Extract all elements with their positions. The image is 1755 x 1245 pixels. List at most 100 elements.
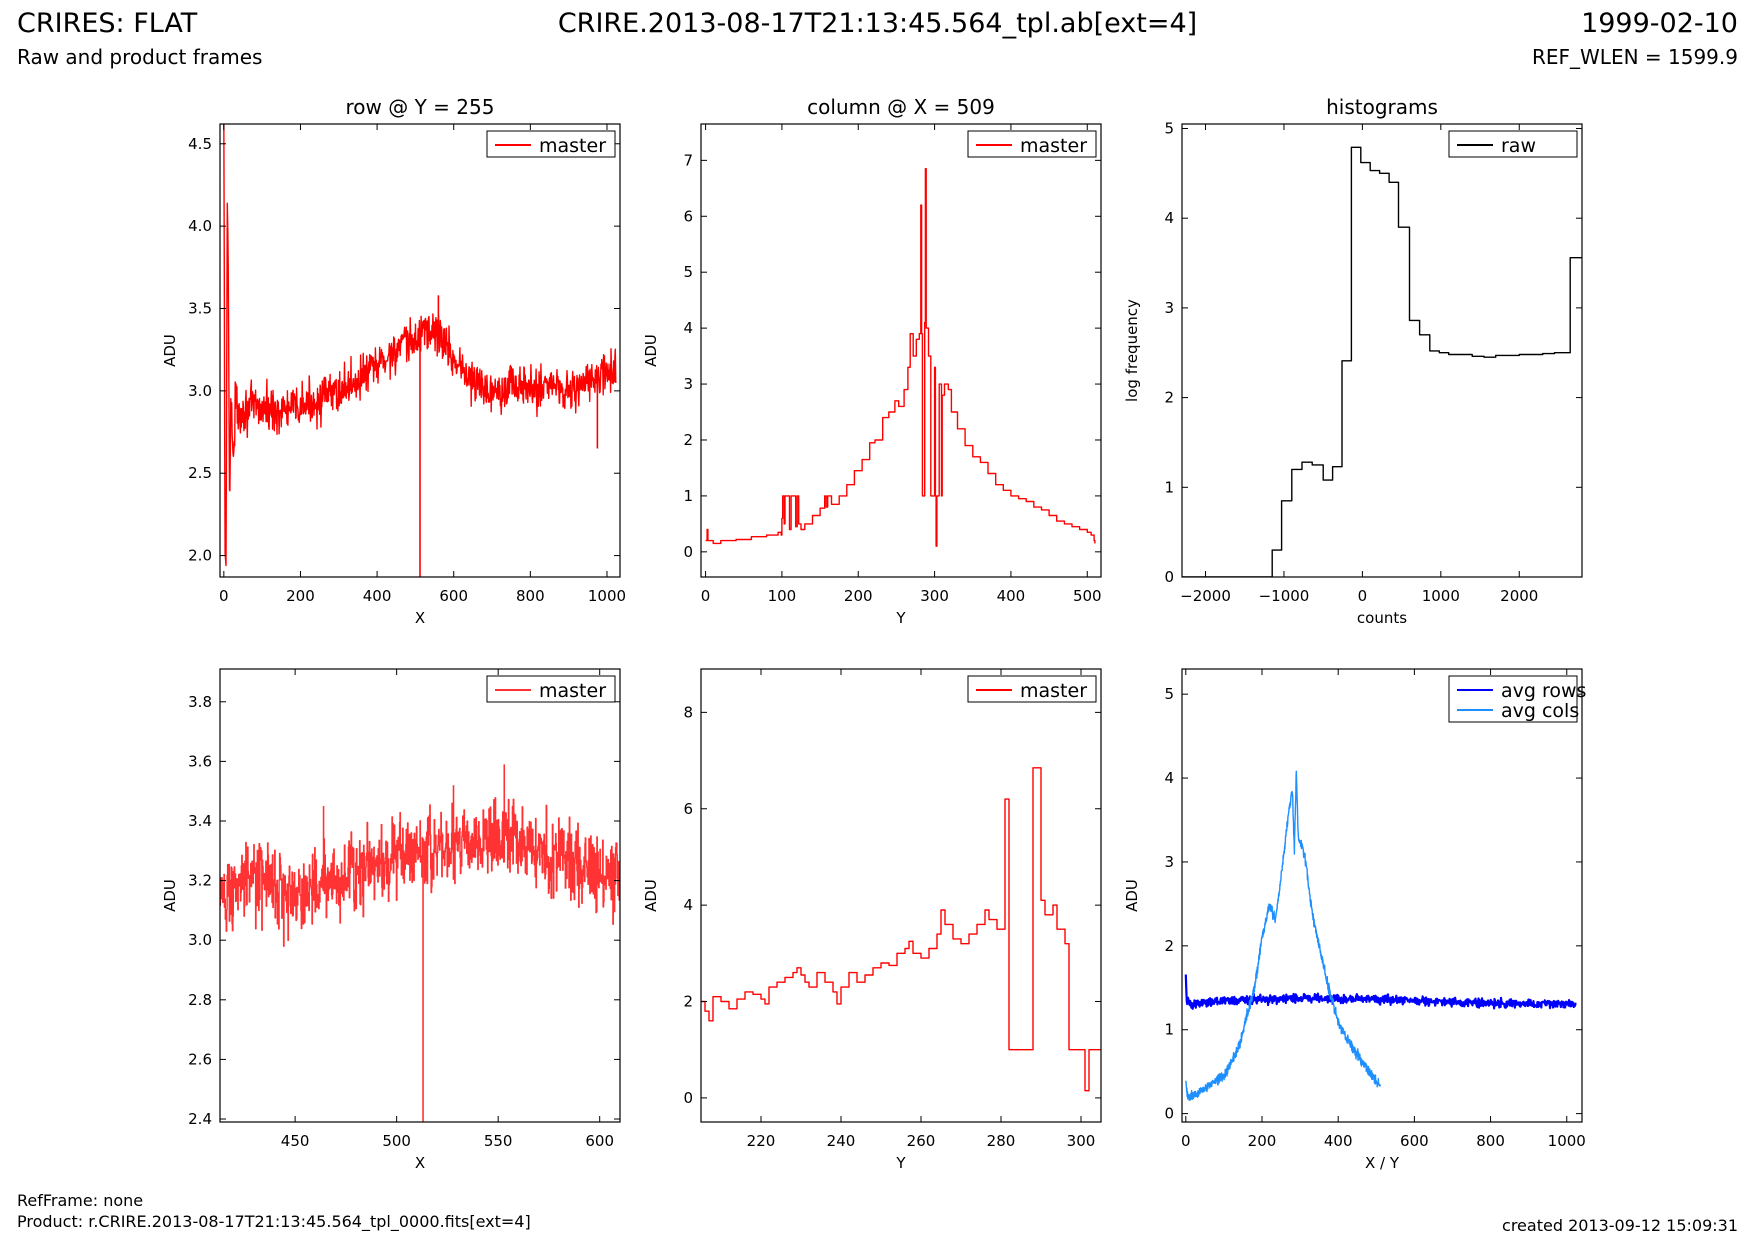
y-tick-label: 4.5 [188, 135, 212, 153]
subplot-title: histograms [1326, 95, 1438, 119]
x-tick-label: −2000 [1180, 587, 1231, 605]
x-tick-label: 220 [747, 1132, 776, 1150]
y-tick-label: 2 [683, 431, 693, 449]
y-tick-label: 4.0 [188, 217, 212, 235]
subplot-column-full: 0 100 200 300 400 500 0 1 2 3 4 5 6 7 column @ X = 509… [642, 95, 1102, 627]
y-tick-label: 1 [1164, 478, 1174, 496]
x-axis-label: Y [895, 609, 906, 627]
x-tick-label: 200 [1248, 1132, 1277, 1150]
y-tick-label: 0 [1164, 1105, 1174, 1123]
series-group [223, 124, 617, 577]
x-tick-label: 600 [439, 587, 468, 605]
plot-frame [219, 668, 621, 1123]
y-tick-label: 3.6 [188, 752, 212, 770]
x-tick-label: 200 [844, 587, 873, 605]
subplot-averages: 0 200 400 600 800 1000 0 1 2 3 4 5 X / Y ADU avg rowsa… [1123, 668, 1586, 1172]
legend-label: avg cols [1501, 700, 1579, 722]
plot-frame [1181, 123, 1583, 578]
x-tick-label: 400 [1324, 1132, 1353, 1150]
y-tick-label: 3 [683, 375, 693, 393]
legend: master [486, 130, 616, 158]
legend-label: master [1020, 680, 1087, 702]
x-tick-label: 600 [1400, 1132, 1429, 1150]
x-tick-label: 800 [1476, 1132, 1505, 1150]
series-avg-cols [1185, 770, 1382, 1101]
ref-frame-note: RefFrame: none [17, 1191, 144, 1210]
series-group [220, 764, 620, 1122]
y-tick-label: 3.0 [188, 382, 212, 400]
y-tick-label: 2.0 [188, 547, 212, 565]
x-tick-label: 260 [907, 1132, 936, 1150]
y-axis-label: ADU [1123, 879, 1141, 912]
legend-label: raw [1501, 135, 1536, 157]
y-axis-label: ADU [161, 334, 179, 367]
x-tick-label: 0 [1181, 1132, 1191, 1150]
y-tick-label: 3 [1164, 299, 1174, 317]
x-axis-label: X / Y [1365, 1154, 1400, 1172]
x-tick-label: 200 [286, 587, 315, 605]
y-tick-label: 5 [1164, 685, 1174, 703]
x-tick-label: 300 [1067, 1132, 1096, 1150]
legend-label: avg rows [1501, 680, 1586, 702]
legend: raw [1448, 130, 1578, 158]
subplot-histograms: −2000 −1000 0 1000 2000 0 1 2 3 4 5 histograms count… [1123, 95, 1583, 627]
legend-label: master [539, 680, 606, 702]
x-tick-label: 280 [987, 1132, 1016, 1150]
x-tick-label: 500 [1073, 587, 1102, 605]
y-tick-label: 3.2 [188, 872, 212, 890]
y-tick-label: 3.0 [188, 931, 212, 949]
subplot-title: row @ Y = 255 [346, 95, 495, 119]
y-tick-label: 2 [683, 993, 693, 1011]
legend-label: master [1020, 135, 1087, 157]
x-tick-label: 400 [363, 587, 392, 605]
y-tick-label: 5 [683, 263, 693, 281]
legend-label: master [539, 135, 606, 157]
y-tick-label: 4 [683, 896, 693, 914]
y-axis-label: ADU [642, 334, 660, 367]
y-tick-label: 6 [683, 800, 693, 818]
x-axis-label: Y [895, 1154, 906, 1172]
legend: master [967, 675, 1097, 703]
plot-frame [219, 123, 621, 578]
x-tick-label: 1000 [588, 587, 626, 605]
date-label: 1999-02-10 [1581, 8, 1738, 39]
x-tick-label: 0 [1358, 587, 1368, 605]
series-master [220, 797, 620, 947]
figure-title: CRIRES: FLAT [17, 8, 198, 39]
x-tick-label: 300 [920, 587, 949, 605]
series-group [1182, 146, 1582, 577]
series-group [1184, 770, 1577, 1101]
created-timestamp: created 2013-09-12 15:09:31 [1502, 1216, 1738, 1235]
x-tick-label: 100 [768, 587, 797, 605]
figure-subtitle: Raw and product frames [17, 45, 263, 69]
x-tick-label: 240 [827, 1132, 856, 1150]
y-tick-label: 3.4 [188, 812, 212, 830]
x-tick-label: 500 [382, 1132, 411, 1150]
x-axis-label: X [415, 1154, 425, 1172]
series-group [705, 168, 1096, 547]
product-note: Product: r.CRIRE.2013-08-17T21:13:45.564… [17, 1212, 531, 1231]
x-tick-label: −1000 [1259, 587, 1310, 605]
y-tick-label: 1 [1164, 1021, 1174, 1039]
subplot-row-zoom: 450 500 550 600 2.4 2.6 2.8 3.0 3.2 3.4 3.6 3.8 X ADU… [161, 668, 621, 1172]
y-tick-label: 2.8 [188, 991, 212, 1009]
series-raw [1182, 146, 1582, 577]
y-tick-label: 0 [683, 1089, 693, 1107]
series-group [701, 767, 1101, 1092]
y-tick-label: 1 [683, 487, 693, 505]
x-tick-label: 550 [484, 1132, 513, 1150]
y-tick-label: 7 [683, 151, 693, 169]
legend: master [967, 130, 1097, 158]
x-tick-label: 1000 [1422, 587, 1460, 605]
y-tick-label: 6 [683, 207, 693, 225]
ref-wlen-label: REF_WLEN = 1599.9 [1531, 45, 1738, 69]
series-master [705, 168, 1096, 547]
subplot-column-zoom: 220 240 260 280 300 0 2 4 6 8 Y ADU master [642, 668, 1102, 1172]
subplot-row-full: 0 200 400 600 800 1000 2.0 2.5 3.0 3.5 4.0 4.5 row @… [161, 95, 626, 627]
y-tick-label: 3.8 [188, 693, 212, 711]
legend-box [1448, 675, 1578, 723]
y-axis-label: ADU [161, 879, 179, 912]
x-tick-label: 0 [701, 587, 711, 605]
